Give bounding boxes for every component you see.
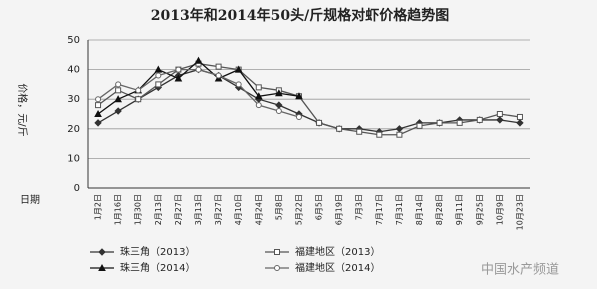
point (196, 67, 201, 72)
x-tick-label: 4月24日 (254, 194, 263, 225)
point (96, 97, 101, 102)
x-tick-label: 9月25日 (475, 194, 484, 225)
x-tick-label: 10月23日 (515, 194, 524, 230)
point (357, 129, 362, 134)
point (256, 103, 261, 108)
chart: 2013年和2014年50头/斤规格对虾价格趋势图 价格，元/斤 日期 中国水产… (0, 0, 597, 289)
y-tick-label: 30 (67, 94, 80, 105)
point (317, 120, 322, 125)
legend-label: 珠三角（2013） (120, 245, 195, 258)
point (136, 88, 141, 93)
x-tick-label: 8月14日 (415, 194, 424, 225)
point (96, 103, 101, 108)
x-tick-label: 6月5日 (315, 194, 324, 220)
y-tick-label: 20 (67, 124, 80, 135)
x-tick-label: 7月3日 (355, 194, 364, 220)
point (236, 82, 241, 87)
point (477, 117, 482, 122)
watermark: 中国水产频道 (481, 263, 559, 278)
background (0, 0, 597, 289)
x-tick-label: 2月13日 (154, 194, 163, 225)
point (176, 67, 181, 72)
point (275, 250, 280, 255)
point (216, 73, 221, 78)
x-tick-label: 2月27日 (174, 194, 183, 225)
point (397, 132, 402, 137)
point (275, 266, 280, 271)
x-tick-label: 1月16日 (114, 194, 123, 225)
point (116, 88, 121, 93)
y-tick-label: 0 (74, 183, 80, 194)
y-axis-label: 价格，元/斤 (16, 83, 29, 136)
x-tick-label: 5月8日 (274, 194, 283, 220)
point (156, 82, 161, 87)
legend-label: 珠三角（2014） (120, 261, 195, 274)
x-tick-label: 4月10日 (234, 194, 243, 225)
legend-label: 福建地区（2013） (295, 245, 380, 258)
point (337, 126, 342, 131)
y-tick-label: 50 (67, 35, 80, 46)
chart-title: 2013年和2014年50头/斤规格对虾价格趋势图 (151, 7, 450, 24)
x-tick-label: 3月27日 (214, 194, 223, 225)
point (116, 82, 121, 87)
point (497, 112, 502, 117)
x-tick-label: 1月30日 (134, 194, 143, 225)
x-tick-label: 10月9日 (495, 194, 504, 225)
point (216, 64, 221, 69)
x-tick-label: 5月22日 (294, 194, 303, 225)
point (457, 120, 462, 125)
x-tick-label: 1月2日 (94, 194, 103, 220)
y-tick-label: 10 (67, 153, 80, 164)
point (276, 109, 281, 114)
point (437, 120, 442, 125)
x-tick-label: 9月11日 (455, 194, 464, 225)
y-tick-label: 40 (67, 65, 80, 76)
x-tick-label: 8月28日 (435, 194, 444, 225)
x-tick-label: 6月19日 (335, 194, 344, 225)
point (377, 132, 382, 137)
x-axis-label: 日期 (20, 194, 40, 206)
point (417, 123, 422, 128)
legend-label: 福建地区（2014） (295, 261, 380, 274)
point (156, 73, 161, 78)
x-tick-label: 7月31日 (395, 194, 404, 225)
point (517, 114, 522, 119)
point (296, 114, 301, 119)
x-tick-label: 3月13日 (194, 194, 203, 225)
point (136, 97, 141, 102)
point (256, 85, 261, 90)
x-tick-label: 7月17日 (375, 194, 384, 225)
